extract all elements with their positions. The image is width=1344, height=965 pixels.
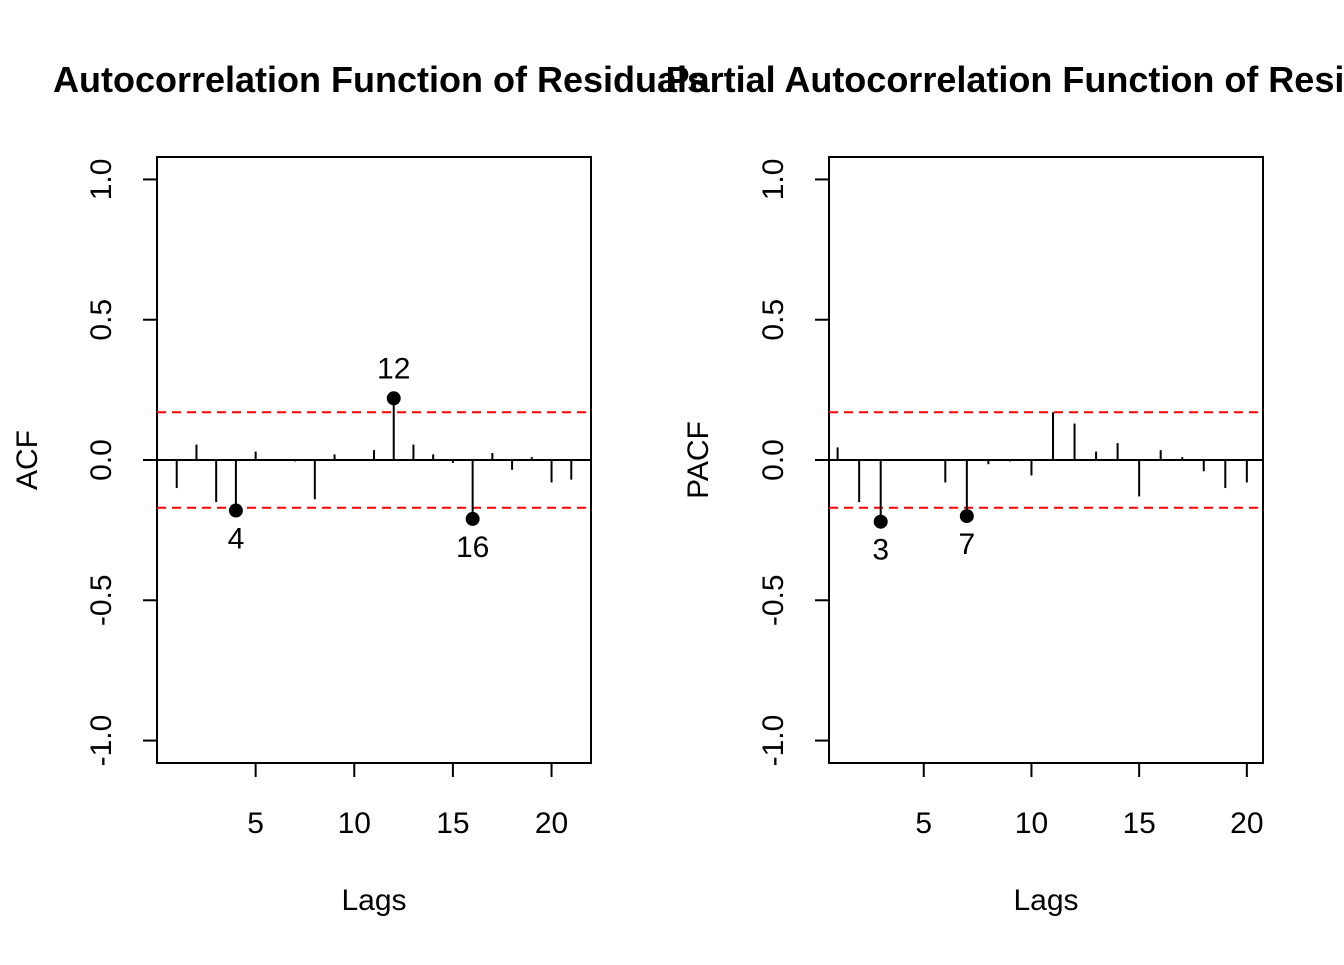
acf-title: Autocorrelation Function of Residuals [53,59,707,100]
acf-significant-lag-label: 12 [377,352,410,385]
acf-significant-lag-label: 16 [456,531,489,564]
pacf-panel: Partial Autocorrelation Function of Resi… [666,59,1344,917]
acf-x-tick-label: 15 [436,807,469,840]
pacf-y-tick-label: -1.0 [757,715,790,767]
acf-x-tick-label: 5 [247,807,264,840]
acf-significant-lag-label: 4 [228,523,245,556]
acf-y-tick-label: -1.0 [85,715,118,767]
pacf-x-axis-label: Lags [1013,884,1078,917]
pacf-y-axis-label: PACF [682,421,715,499]
acf-y-axis-label: ACF [11,430,44,490]
acf-x-axis-label: Lags [341,884,406,917]
pacf-y-tick-label: 1.0 [757,159,790,201]
acf-x-tick-label: 20 [535,807,568,840]
acf-y-tick-label: 0.5 [85,299,118,341]
pacf-title: Partial Autocorrelation Function of Resi… [666,59,1344,100]
pacf-y-tick-label: -0.5 [757,574,790,626]
pacf-significant-lag-label: 7 [959,528,976,561]
pacf-x-tick-label: 10 [1015,807,1048,840]
acf-significant-point [465,511,480,526]
pacf-x-tick-label: 5 [915,807,932,840]
pacf-significant-point [873,514,888,529]
acf-y-tick-label: 0.0 [85,439,118,481]
acf-y-tick-label: -0.5 [85,574,118,626]
acf-y-tick-label: 1.0 [85,159,118,201]
acf-significant-point [386,391,401,406]
pacf-significant-lag-label: 3 [872,534,889,567]
pacf-x-tick-label: 20 [1230,807,1263,840]
pacf-significant-point [959,509,974,524]
acf-significant-point [228,503,243,518]
pacf-y-tick-label: 0.5 [757,299,790,341]
pacf-x-tick-label: 15 [1122,807,1155,840]
acf-x-tick-label: 10 [338,807,371,840]
acf-panel: Autocorrelation Function of Residuals -1.… [11,59,707,917]
pacf-y-tick-label: 0.0 [757,439,790,481]
